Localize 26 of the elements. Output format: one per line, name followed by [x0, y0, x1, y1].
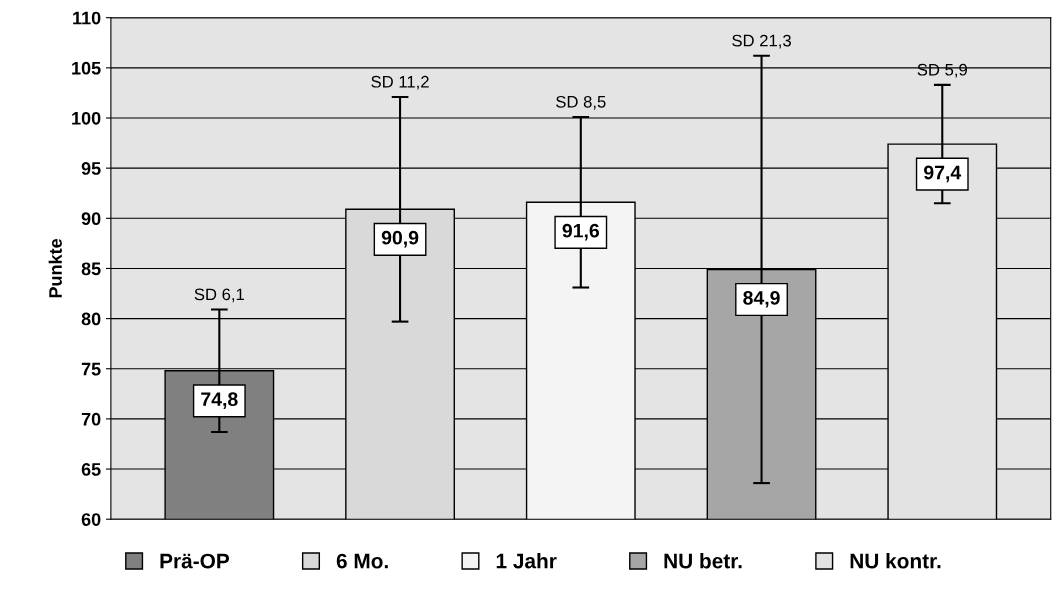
data-label: 84,9 [743, 290, 780, 308]
y-tick-label: 65 [81, 462, 101, 476]
legend-label: 6 Mo. [336, 553, 388, 569]
y-tick-label: 80 [81, 312, 101, 326]
annotation: SD 11,2 [371, 75, 429, 90]
y-tick-label: 95 [81, 162, 101, 175]
legend-label: NU kontr. [850, 553, 941, 569]
y-tick-label: 90 [81, 212, 101, 226]
y-axis-title: Punkte [48, 238, 62, 298]
legend-label: 1 Jahr [496, 553, 557, 569]
y-tick-label: 110 [73, 11, 101, 25]
annotation: SD 6,1 [194, 288, 244, 303]
data-label: 97,4 [924, 165, 962, 183]
y-tick-label: 105 [72, 61, 101, 75]
y-tick-label: 60 [81, 513, 101, 526]
data-label: 74,8 [201, 392, 238, 409]
y-tick-label: 70 [81, 412, 101, 426]
y-tick-label: 100 [72, 111, 101, 125]
annotation: SD 21,3 [732, 34, 791, 49]
data-label: 91,6 [562, 223, 600, 241]
y-tick-label: 75 [81, 362, 101, 376]
data-label: 90,9 [381, 230, 419, 248]
y-tick-label: 85 [81, 262, 101, 276]
legend-label: NU betr. [664, 553, 742, 569]
annotation: SD 8,5 [556, 95, 606, 110]
legend-label: Prä-OP [160, 553, 230, 569]
